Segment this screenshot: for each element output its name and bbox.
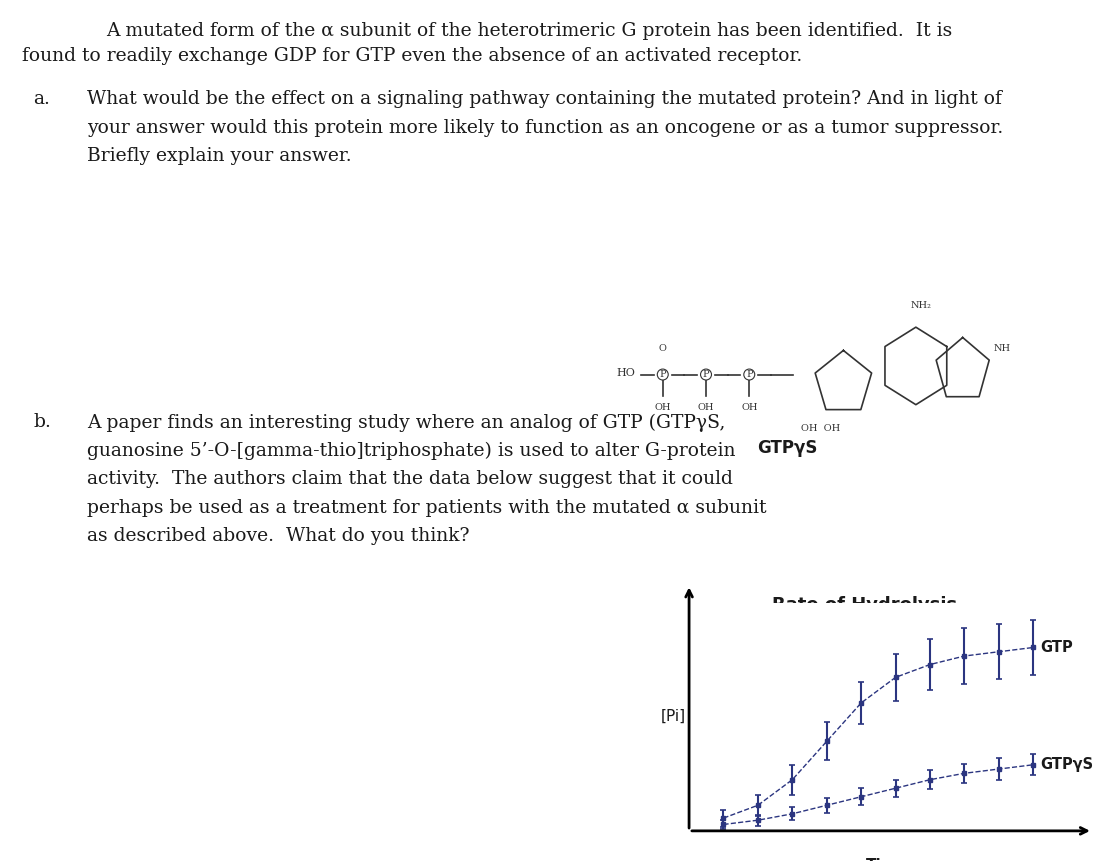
Text: guanosine 5’-O-[gamma-thio]triphosphate) is used to alter G-protein: guanosine 5’-O-[gamma-thio]triphosphate)… [87,442,736,460]
Text: [Pi]: [Pi] [661,709,686,724]
Text: NH₂: NH₂ [911,301,932,310]
Text: GTP: GTP [1040,640,1073,655]
Text: found to readily exchange GDP for GTP even the absence of an activated receptor.: found to readily exchange GDP for GTP ev… [22,47,803,65]
Text: O: O [659,344,667,353]
Text: P: P [702,370,709,379]
Text: Rate of Hydrolysis: Rate of Hydrolysis [772,596,957,614]
Text: OH: OH [741,403,757,412]
Text: OH: OH [698,403,715,412]
Text: P: P [746,370,753,379]
Text: GTPγS: GTPγS [757,439,817,457]
Text: Time: Time [866,858,908,861]
Text: activity.  The authors claim that the data below suggest that it could: activity. The authors claim that the dat… [87,470,733,488]
Text: b.: b. [33,413,51,431]
Text: perhaps be used as a treatment for patients with the mutated α subunit: perhaps be used as a treatment for patie… [87,499,766,517]
Text: GTPγS: GTPγS [1040,758,1094,772]
Text: your answer would this protein more likely to function as an oncogene or as a tu: your answer would this protein more like… [87,119,1004,137]
Text: A mutated form of the α subunit of the heterotrimeric G protein has been identif: A mutated form of the α subunit of the h… [106,22,952,40]
Text: NH: NH [993,344,1011,353]
Text: A paper finds an interesting study where an analog of GTP (GTPγS,: A paper finds an interesting study where… [87,413,726,431]
Text: P: P [659,370,666,379]
Text: What would be the effect on a signaling pathway containing the mutated protein? : What would be the effect on a signaling … [87,90,1002,108]
Text: a.: a. [33,90,50,108]
Text: Briefly explain your answer.: Briefly explain your answer. [87,147,351,165]
Text: OH: OH [655,403,671,412]
Text: as described above.  What do you think?: as described above. What do you think? [87,527,469,545]
Text: HO: HO [617,368,636,378]
Text: OH  OH: OH OH [802,424,841,433]
